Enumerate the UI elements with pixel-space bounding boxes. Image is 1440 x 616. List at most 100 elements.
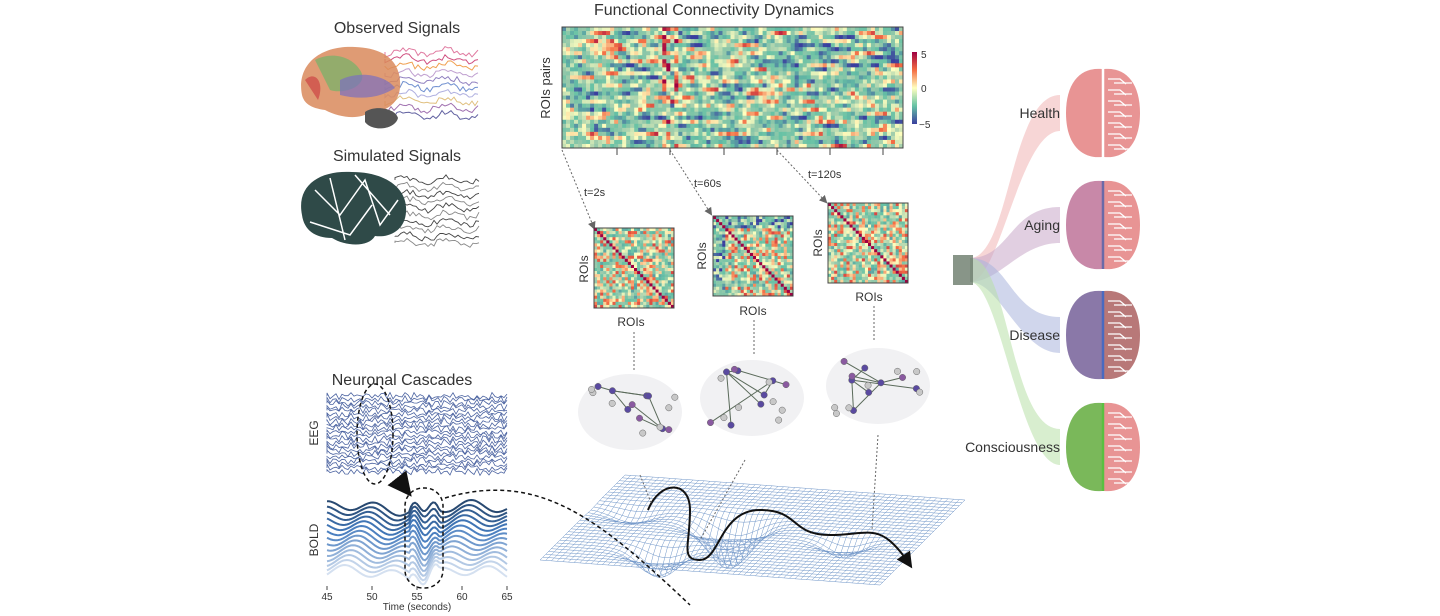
matrix-cell bbox=[643, 252, 647, 256]
heatmap-cell bbox=[670, 119, 675, 125]
heatmap-cell bbox=[662, 43, 667, 48]
heatmap-cell bbox=[898, 79, 904, 84]
heatmap-cell bbox=[622, 55, 627, 60]
heatmap-cell bbox=[690, 83, 695, 88]
matrix-cell bbox=[649, 304, 653, 309]
matrix-cell bbox=[737, 265, 741, 269]
matrix-cell bbox=[713, 249, 717, 254]
matrix-cell bbox=[606, 252, 610, 256]
matrix-cell bbox=[606, 292, 610, 296]
matrix-cell bbox=[789, 262, 794, 266]
heatmap-cell bbox=[834, 35, 840, 40]
matrix-cell bbox=[667, 264, 672, 269]
heatmap-cell bbox=[646, 51, 651, 56]
matrix-cell bbox=[874, 218, 878, 222]
heatmap-cell bbox=[666, 67, 671, 72]
heatmap-cell bbox=[642, 107, 647, 112]
matrix-cell bbox=[765, 240, 769, 244]
heatmap-cell bbox=[702, 75, 707, 80]
heatmap-cell bbox=[738, 115, 743, 121]
heatmap-cell bbox=[702, 67, 707, 72]
matrix-frame bbox=[827, 202, 909, 284]
heatmap-cell bbox=[686, 123, 691, 129]
heatmap-cell bbox=[714, 135, 719, 141]
matrix-cell bbox=[868, 276, 872, 281]
matrix-cell bbox=[777, 262, 781, 266]
matrix-cell bbox=[840, 243, 844, 247]
matrix-cell bbox=[886, 215, 890, 219]
matrix-cell bbox=[871, 246, 875, 250]
matrix-cell bbox=[889, 255, 893, 259]
heatmap-cell bbox=[570, 31, 575, 36]
matrix-cell bbox=[603, 246, 607, 250]
matrix-cell bbox=[901, 230, 906, 234]
heatmap-cell bbox=[694, 127, 699, 133]
matrix-cell bbox=[661, 237, 665, 241]
heatmap-cell bbox=[618, 51, 623, 56]
heatmap-cell bbox=[826, 131, 832, 137]
matrix-cell bbox=[746, 219, 751, 223]
heatmap-cell bbox=[566, 35, 571, 40]
heatmap-cell bbox=[894, 59, 900, 64]
matrix-cell bbox=[597, 295, 601, 299]
matrix-cell bbox=[756, 225, 760, 229]
heatmap-cell bbox=[774, 119, 779, 125]
matrix-cell bbox=[600, 258, 604, 263]
heatmap-cell bbox=[754, 31, 759, 36]
heatmap-cell bbox=[626, 51, 631, 56]
matrix-cell bbox=[783, 216, 788, 220]
matrix-cell bbox=[765, 228, 769, 232]
heatmap-cell bbox=[622, 47, 627, 52]
heatmap-cell bbox=[802, 115, 808, 121]
heatmap-cell bbox=[586, 31, 591, 36]
matrix-cell bbox=[786, 216, 791, 220]
matrix-cell bbox=[846, 227, 850, 231]
heatmap-cell bbox=[690, 71, 695, 76]
matrix-cell bbox=[877, 203, 881, 207]
matrix-cell bbox=[877, 270, 881, 274]
matrix-cell bbox=[877, 261, 881, 265]
matrix-cell bbox=[630, 231, 635, 235]
matrix-cell bbox=[643, 271, 647, 275]
heatmap-cell bbox=[730, 55, 735, 60]
heatmap-cell bbox=[782, 123, 787, 129]
matrix-cell bbox=[846, 279, 850, 284]
matrix-cell bbox=[904, 270, 909, 274]
heatmap-cell bbox=[890, 47, 896, 52]
heatmap-cell bbox=[838, 135, 844, 141]
heatmap-cell bbox=[726, 59, 731, 64]
matrix-cell bbox=[661, 261, 665, 266]
heatmap-cell bbox=[646, 55, 651, 60]
heatmap-cell bbox=[610, 107, 615, 112]
heatmap-cell bbox=[742, 31, 747, 36]
simulated-trace bbox=[394, 195, 480, 207]
heatmap-cell bbox=[786, 139, 791, 145]
matrix-cell bbox=[630, 289, 635, 293]
heatmap-cell bbox=[814, 123, 820, 129]
heatmap-cell bbox=[882, 119, 888, 125]
matrix-cell bbox=[771, 222, 775, 226]
matrix-cell bbox=[861, 212, 866, 216]
heatmap-cell bbox=[586, 51, 591, 56]
matrix-cell bbox=[765, 225, 769, 229]
matrix-cell bbox=[664, 249, 669, 253]
heatmap-cell bbox=[862, 107, 868, 112]
heatmap-cell bbox=[714, 75, 719, 80]
matrix-cell bbox=[658, 243, 662, 247]
heatmap-cell bbox=[726, 131, 731, 137]
matrix-cell bbox=[618, 277, 622, 281]
heatmap-cell bbox=[766, 35, 771, 40]
heatmap-cell bbox=[774, 75, 779, 80]
heatmap-cell bbox=[698, 95, 703, 100]
heatmap-cell bbox=[774, 83, 779, 88]
heatmap-cell bbox=[562, 119, 567, 125]
heatmap-cell bbox=[630, 51, 635, 56]
heatmap-cell bbox=[738, 71, 743, 76]
network-brain-outline bbox=[700, 360, 804, 436]
matrix-cell bbox=[868, 224, 872, 228]
heatmap-cell bbox=[694, 63, 699, 68]
heatmap-cell bbox=[626, 31, 631, 36]
heatmap-cell bbox=[566, 103, 571, 108]
heatmap-cell bbox=[562, 63, 567, 68]
matrix-cell bbox=[852, 233, 856, 238]
